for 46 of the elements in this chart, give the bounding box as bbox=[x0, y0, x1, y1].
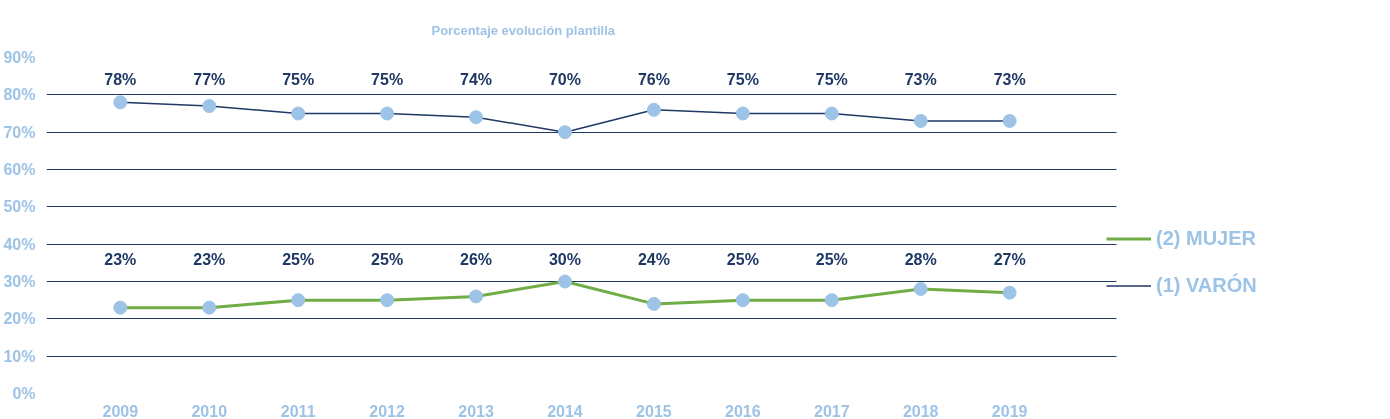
data-label: 73% bbox=[904, 71, 937, 89]
data-label: 75% bbox=[371, 71, 404, 89]
data-label: 27% bbox=[993, 250, 1026, 268]
x-tick-label: 2010 bbox=[191, 402, 228, 419]
x-tick-label: 2014 bbox=[547, 402, 583, 419]
x-tick-label: 2018 bbox=[902, 402, 939, 419]
y-tick-label: 0% bbox=[12, 385, 36, 402]
data-label: 25% bbox=[726, 250, 759, 268]
x-tick-label: 2015 bbox=[636, 402, 672, 419]
data-label: 24% bbox=[637, 250, 670, 268]
data-label: 75% bbox=[815, 71, 848, 89]
y-tick-label: 80% bbox=[3, 86, 36, 104]
y-tick-label: 50% bbox=[3, 198, 36, 216]
x-tick-label: 2011 bbox=[280, 402, 316, 419]
y-tick-label: 10% bbox=[3, 347, 36, 365]
y-tick-label: 90% bbox=[3, 49, 36, 66]
data-label: 73% bbox=[993, 71, 1026, 89]
data-label: 75% bbox=[282, 71, 315, 89]
x-tick-label: 2019 bbox=[991, 402, 1028, 419]
data-label: 25% bbox=[282, 250, 315, 268]
y-tick-label: 30% bbox=[3, 273, 36, 290]
x-tick-label: 2012 bbox=[369, 402, 406, 419]
legend-label: (2) MUJER bbox=[1156, 227, 1257, 250]
data-label: 26% bbox=[460, 250, 493, 268]
data-label: 75% bbox=[726, 71, 759, 89]
y-tick-label: 20% bbox=[3, 310, 36, 328]
x-tick-label: 2016 bbox=[725, 402, 761, 419]
y-tick-label: 70% bbox=[3, 123, 36, 141]
data-label: 25% bbox=[815, 250, 848, 268]
x-tick-label: 2009 bbox=[102, 402, 139, 419]
data-label: 23% bbox=[104, 250, 137, 268]
data-label: 30% bbox=[548, 250, 581, 268]
data-label: 74% bbox=[460, 71, 493, 89]
x-tick-label: 2013 bbox=[458, 402, 494, 419]
data-label: 78% bbox=[104, 71, 137, 89]
data-label: 70% bbox=[548, 71, 581, 89]
data-label: 77% bbox=[193, 71, 226, 89]
data-label: 25% bbox=[371, 250, 404, 268]
data-label: 76% bbox=[637, 71, 670, 89]
y-tick-label: 40% bbox=[3, 235, 36, 253]
y-tick-label: 60% bbox=[3, 161, 36, 178]
data-label: 23% bbox=[193, 250, 226, 268]
data-label: 28% bbox=[904, 250, 937, 268]
legend-label: (1) VARÓN bbox=[1156, 274, 1257, 297]
x-tick-label: 2017 bbox=[813, 402, 850, 419]
chart-title: Porcentaje evolución plantilla bbox=[431, 22, 616, 38]
